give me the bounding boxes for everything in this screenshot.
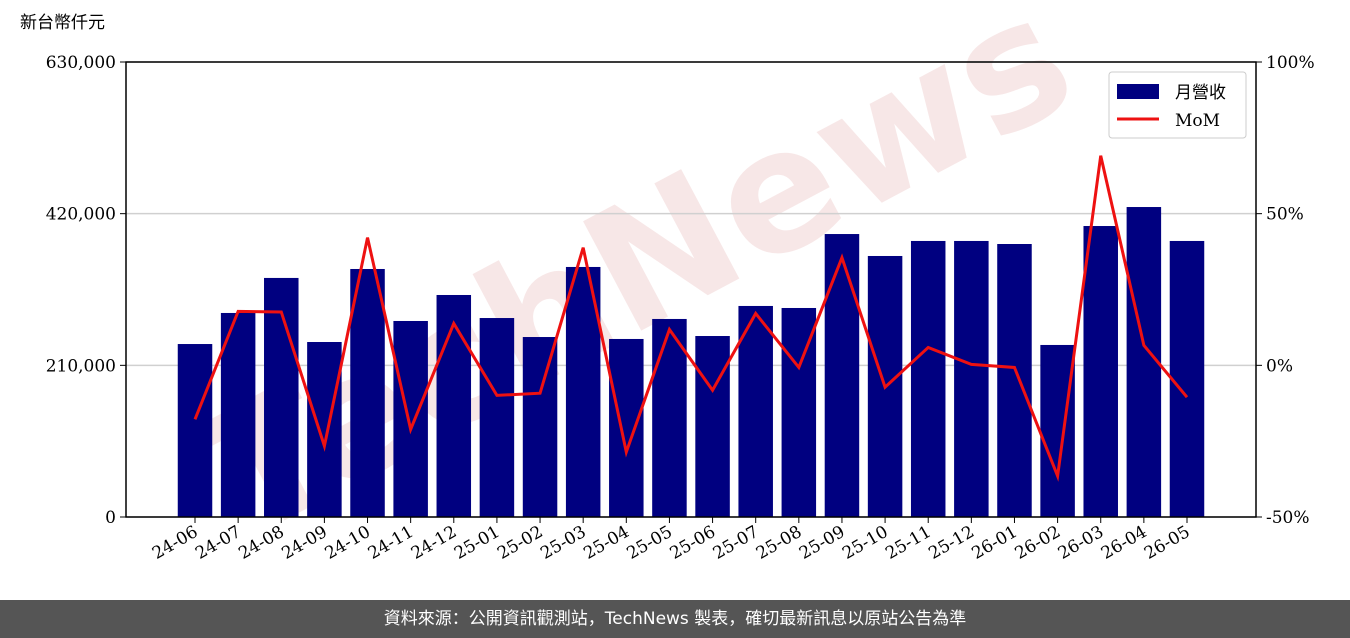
x-tick-label: 25-07 [710, 522, 762, 564]
x-tick-label: 25-01 [451, 522, 503, 564]
bar [609, 338, 644, 517]
x-tick-label: 25-12 [925, 522, 977, 564]
bar [652, 318, 687, 517]
bar [522, 337, 558, 517]
x-tick-label: 25-08 [753, 522, 805, 564]
x-tick-label: 26-03 [1055, 522, 1107, 564]
bar [1126, 207, 1162, 517]
bar [1169, 240, 1205, 517]
mom-line [193, 155, 1189, 482]
bar [781, 307, 817, 517]
x-tick-label: 25-04 [580, 522, 632, 564]
bar [824, 234, 860, 518]
y2-tick-label: 100% [1266, 53, 1315, 73]
bar [1040, 344, 1075, 517]
x-tick-label: 25-02 [494, 522, 546, 564]
bar [1083, 226, 1118, 517]
bar [738, 305, 773, 517]
bar [350, 268, 385, 517]
bar [264, 277, 299, 517]
bar [954, 240, 989, 517]
x-tick-label: 25-03 [537, 522, 589, 564]
bar [393, 320, 428, 517]
x-tick-label: 25-11 [882, 522, 934, 564]
x-tick-label: 25-06 [667, 522, 719, 564]
y2-tick-label: 0% [1266, 356, 1293, 376]
x-tick-label: 25-10 [839, 522, 891, 564]
footer: 資料來源：公開資訊觀測站，TechNews 製表，確切最新訊息以原站公告為準 [0, 600, 1350, 638]
x-tick-label: 26-04 [1098, 522, 1150, 564]
x-tick-label: 25-09 [796, 522, 848, 564]
y-tick-label: 0 [105, 508, 116, 528]
x-tick-label: 24-07 [192, 522, 244, 564]
bar [910, 240, 946, 517]
x-tick-label: 24-11 [365, 522, 417, 564]
bar [479, 318, 515, 517]
y-tick-label: 210,000 [46, 356, 116, 376]
plot-frame [125, 61, 1257, 518]
y-tick-label: 630,000 [46, 53, 116, 73]
x-tick-label: 26-05 [1141, 522, 1193, 564]
x-tick-label: 24-12 [408, 522, 460, 564]
bar [695, 336, 730, 517]
y2-tick-label: -50% [1266, 508, 1310, 528]
x-tick-label: 26-01 [969, 522, 1021, 564]
chart: TechNews 新台幣仟元 0210,000420,000630,000-50… [20, 0, 1315, 576]
legend-label: 月營收 [1175, 83, 1226, 103]
bar [997, 244, 1032, 517]
legend: 月營收 MoM [1108, 71, 1247, 139]
bar [436, 294, 472, 517]
x-tick-label: 26-02 [1012, 522, 1064, 564]
y-tick-label: 420,000 [46, 205, 116, 225]
y2-tick-label: 50% [1266, 205, 1304, 225]
bar [220, 312, 256, 517]
bar [307, 342, 342, 517]
x-tick-label: 25-05 [623, 522, 675, 564]
y-axis-unit: 新台幣仟元 [20, 13, 105, 33]
legend-swatch [1117, 84, 1159, 99]
legend-label: MoM [1175, 111, 1220, 131]
bar [177, 344, 213, 517]
x-tick-label: 24-06 [149, 522, 201, 564]
